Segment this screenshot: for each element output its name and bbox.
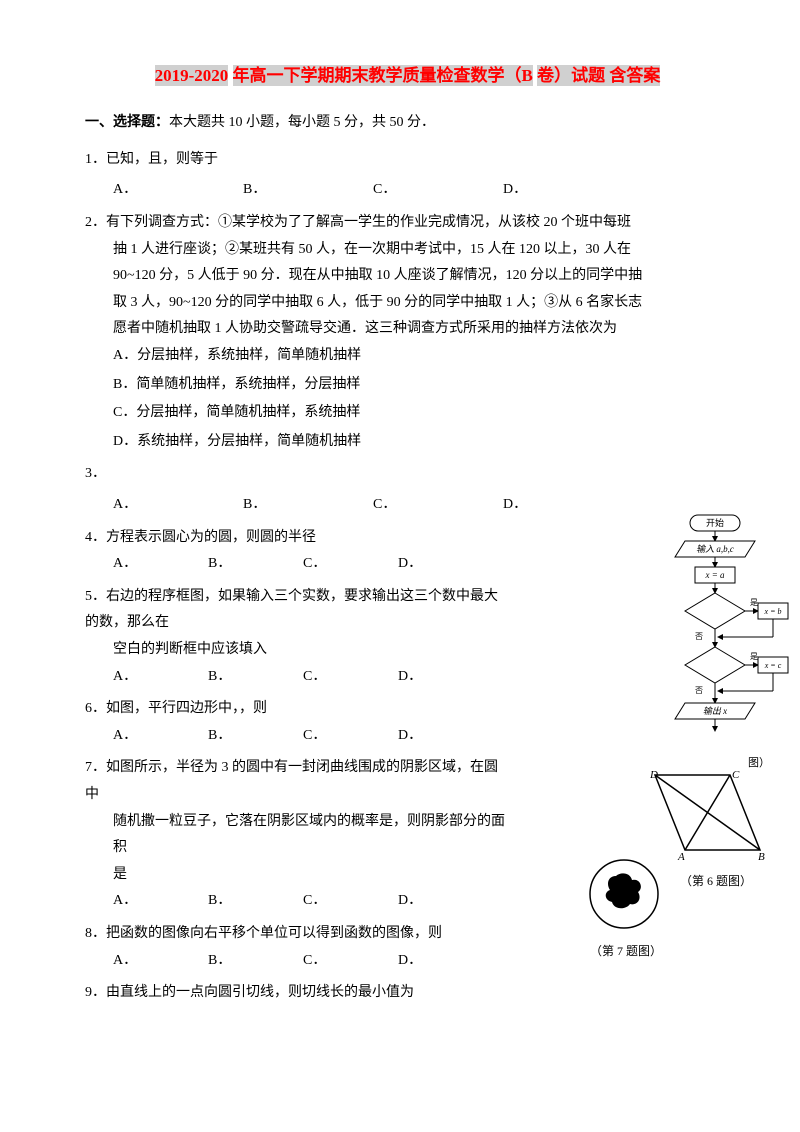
q3-num: 3． bbox=[85, 466, 106, 481]
flow-assign-b: x = b bbox=[764, 607, 782, 616]
question-3: 3． A． B． C． D． bbox=[85, 461, 730, 518]
q7-line1: 如图所示，半径为 3 的圆中有一封闭曲线围成的阴影区域，在圆中 bbox=[85, 760, 498, 802]
q7-opt-d: D． bbox=[398, 888, 493, 915]
q4-text: 方程表示圆心为的圆，则圆的半径 bbox=[106, 530, 316, 545]
q9-text: 由直线上的一点向圆引切线，则切线长的最小值为 bbox=[106, 985, 414, 1000]
q2-line3: 90~120 分，5 人低于 90 分．现在从中抽取 10 人座谈了解情况，12… bbox=[85, 263, 730, 290]
flow-no-1: 否 bbox=[695, 632, 703, 641]
question-1: 1．已知，且，则等于 A． B． C． D． bbox=[85, 147, 730, 204]
q1-options: A． B． C． D． bbox=[85, 177, 730, 204]
q4-opt-d: D． bbox=[398, 551, 493, 578]
question-2: 2．有下列调查方式：①某学校为了了解高一学生的作业完成情况，从该校 20 个班中… bbox=[85, 210, 730, 455]
title-part-3: 卷）试题 含答案 bbox=[537, 65, 660, 86]
q7-num: 7． bbox=[85, 760, 106, 775]
q1-opt-b: B． bbox=[243, 177, 373, 204]
q6-opt-d: D． bbox=[398, 723, 493, 750]
q3-opt-d: D． bbox=[503, 492, 633, 519]
parallelogram-figure: D C A B bbox=[650, 770, 765, 860]
vertex-a: A bbox=[677, 851, 685, 860]
q3-options: A． B． C． D． bbox=[85, 492, 730, 519]
title-part-2: 年高一下学期期末教学质量检查数学（B bbox=[233, 65, 533, 86]
page-title: 2019-2020 年高一下学期期末教学质量检查数学（B 卷）试题 含答案 bbox=[85, 60, 730, 92]
q4-opt-a: A． bbox=[113, 551, 208, 578]
q3-opt-b: B． bbox=[243, 492, 373, 519]
q6-opt-c: C． bbox=[303, 723, 398, 750]
q4-opt-b: B． bbox=[208, 551, 303, 578]
q2-num: 2． bbox=[85, 215, 106, 230]
q1-text: 已知，且，则等于 bbox=[106, 152, 218, 167]
q6-text: 如图，平行四边形中，，则 bbox=[106, 701, 267, 716]
q5-opt-a: A． bbox=[113, 664, 208, 691]
caption-q6: （第 6 题图） bbox=[680, 870, 752, 893]
q4-opt-c: C． bbox=[303, 551, 398, 578]
q2-options: A．分层抽样，系统抽样，简单随机抽样 B．简单随机抽样，系统抽样，分层抽样 C．… bbox=[85, 343, 730, 455]
q7-opt-a: A． bbox=[113, 888, 208, 915]
vertex-c: C bbox=[732, 770, 740, 781]
q7-line3: 是 bbox=[85, 862, 505, 889]
q1-opt-d: D． bbox=[503, 177, 633, 204]
q8-opt-a: A． bbox=[113, 948, 208, 975]
q6-options: A． B． C． D． bbox=[85, 723, 505, 750]
q4-num: 4． bbox=[85, 530, 106, 545]
question-4: 4．方程表示圆心为的圆，则圆的半径 A． B． C． D． bbox=[85, 525, 730, 578]
q7-options: A． B． C． D． bbox=[85, 888, 505, 915]
q6-opt-b: B． bbox=[208, 723, 303, 750]
q6-num: 6． bbox=[85, 701, 106, 716]
q5-opt-b: B． bbox=[208, 664, 303, 691]
q8-opt-b: B． bbox=[208, 948, 303, 975]
q5-opt-c: C． bbox=[303, 664, 398, 691]
flow-assign-a: x = a bbox=[704, 570, 725, 580]
question-5: 5．右边的程序框图，如果输入三个实数，要求输出这三个数中最大的数，那么在 空白的… bbox=[85, 584, 505, 690]
q1-num: 1． bbox=[85, 152, 106, 167]
flow-yes-2: 是 bbox=[750, 652, 758, 661]
q1-opt-c: C． bbox=[373, 177, 503, 204]
q4-options: A． B． C． D． bbox=[85, 551, 730, 578]
q6-opt-a: A． bbox=[113, 723, 208, 750]
q8-text: 把函数的图像向右平移个单位可以得到函数的图像，则 bbox=[106, 926, 442, 941]
q8-opt-d: D． bbox=[398, 948, 493, 975]
vertex-b: B bbox=[758, 851, 765, 860]
flow-start: 开始 bbox=[706, 517, 724, 528]
caption-flow: 图） bbox=[748, 753, 770, 774]
q5-line2: 空白的判断框中应该填入 bbox=[85, 637, 505, 664]
flow-input: 输入 a,b,c bbox=[696, 544, 734, 554]
question-6: 6．如图，平行四边形中，，则 A． B． C． D． bbox=[85, 696, 505, 749]
q2-opt-b: B．简单随机抽样，系统抽样，分层抽样 bbox=[113, 372, 730, 399]
section-header: 一、选择题：本大题共 10 小题，每小题 5 分，共 50 分． bbox=[85, 110, 730, 137]
q5-line1: 右边的程序框图，如果输入三个实数，要求输出这三个数中最大的数，那么在 bbox=[85, 589, 498, 631]
q2-opt-c: C．分层抽样，简单随机抽样，系统抽样 bbox=[113, 400, 730, 427]
q3-opt-a: A． bbox=[113, 492, 243, 519]
flow-assign-c: x = c bbox=[764, 661, 782, 670]
caption-q7: （第 7 题图） bbox=[590, 940, 662, 963]
q5-opt-d: D． bbox=[398, 664, 493, 691]
q2-line2: 抽 1 人进行座谈；②某班共有 50 人，在一次期中考试中，15 人在 120 … bbox=[85, 237, 730, 264]
vertex-d: D bbox=[650, 770, 658, 781]
q1-opt-a: A． bbox=[113, 177, 243, 204]
q7-opt-c: C． bbox=[303, 888, 398, 915]
circle-blob-figure bbox=[588, 858, 660, 930]
question-7: 7．如图所示，半径为 3 的圆中有一封闭曲线围成的阴影区域，在圆中 随机撒一粒豆… bbox=[85, 755, 505, 915]
q2-line1: 有下列调查方式：①某学校为了了解高一学生的作业完成情况，从该校 20 个班中每班 bbox=[106, 215, 631, 230]
section-desc: 本大题共 10 小题，每小题 5 分，共 50 分． bbox=[169, 115, 435, 130]
q2-opt-a: A．分层抽样，系统抽样，简单随机抽样 bbox=[113, 343, 730, 370]
title-part-1: 2019-2020 bbox=[155, 65, 229, 86]
q8-opt-c: C． bbox=[303, 948, 398, 975]
q5-num: 5． bbox=[85, 589, 106, 604]
flow-output: 输出 x bbox=[703, 706, 727, 716]
q5-options: A． B． C． D． bbox=[85, 664, 505, 691]
q2-line5: 愿者中随机抽取 1 人协助交警疏导交通．这三种调查方式所采用的抽样方法依次为 bbox=[85, 316, 730, 343]
question-9: 9．由直线上的一点向圆引切线，则切线长的最小值为 bbox=[85, 980, 730, 1007]
flow-no-2: 否 bbox=[695, 686, 703, 695]
q7-opt-b: B． bbox=[208, 888, 303, 915]
flow-yes-1: 是 bbox=[750, 598, 758, 607]
q7-line2: 随机撒一粒豆子，它落在阴影区域内的概率是，则阴影部分的面积 bbox=[85, 809, 505, 862]
q2-line4: 取 3 人，90~120 分的同学中抽取 6 人，低于 90 分的同学中抽取 1… bbox=[85, 290, 730, 317]
q3-opt-c: C． bbox=[373, 492, 503, 519]
q9-num: 9． bbox=[85, 985, 106, 1000]
q2-opt-d: D．系统抽样，分层抽样，简单随机抽样 bbox=[113, 429, 730, 456]
q8-num: 8． bbox=[85, 926, 106, 941]
section-label: 一、选择题： bbox=[85, 115, 169, 130]
